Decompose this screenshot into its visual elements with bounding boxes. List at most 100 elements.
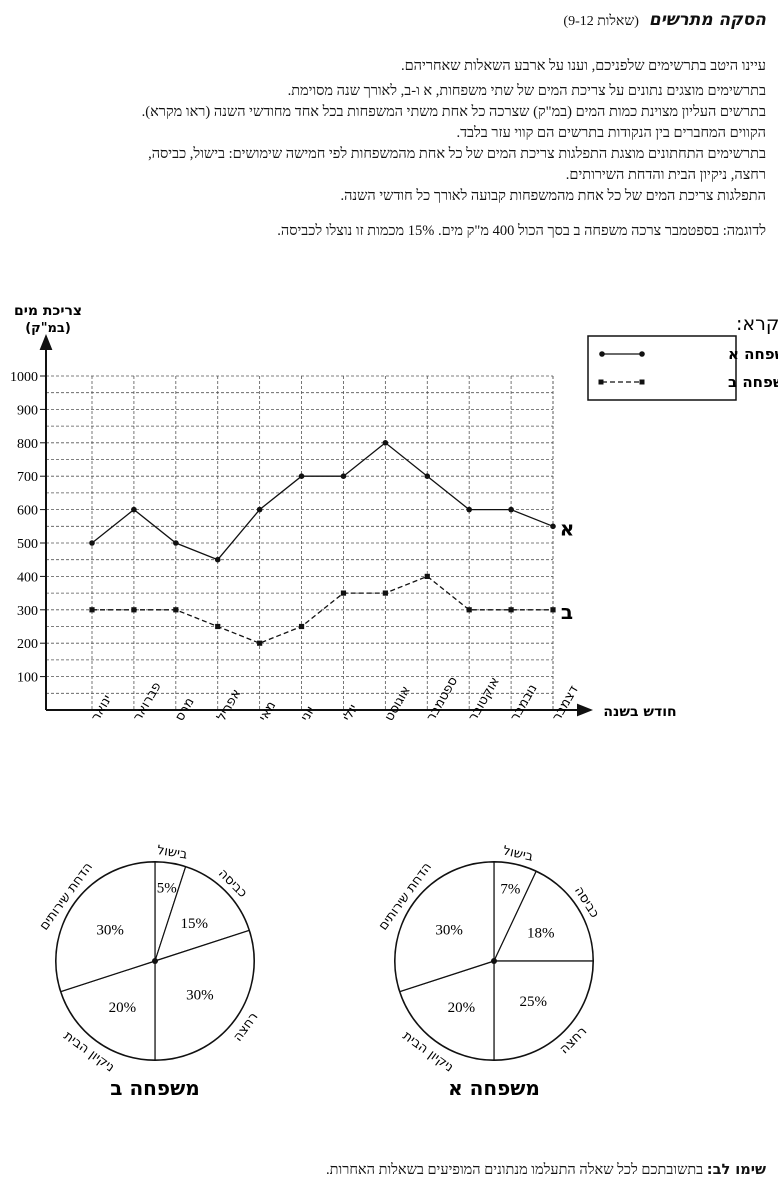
data-point [340, 473, 347, 480]
pie-title: משפחה ב [110, 1076, 199, 1100]
instruction-line: בתרשים העליון מצוינת כמות המים (במ"ק) שצ… [141, 104, 766, 120]
data-point [424, 473, 431, 480]
pie-percent-label: 30% [186, 988, 214, 1004]
pie-percent-label: 5% [157, 881, 177, 897]
y-tick-label: 600 [17, 504, 38, 519]
y-tick-label: 1000 [10, 370, 38, 385]
note-label: שימו לב: [706, 1162, 766, 1178]
data-point [215, 623, 221, 630]
instruction-line: עיינו היטב בתרשימים שלפניכם, וענו על ארב… [401, 58, 766, 74]
series-line [91, 441, 554, 561]
pie-percent-label: 30% [435, 922, 463, 938]
y-tick-label: 300 [17, 604, 38, 619]
pie-slice [493, 870, 594, 962]
data-point [550, 523, 556, 530]
question-range: (שאלות 9-12) [563, 14, 639, 29]
data-point [89, 607, 95, 613]
pie-percent-label: 20% [109, 1000, 137, 1016]
pie-percent-label: 7% [500, 882, 520, 898]
x-axis-label: חודש בשנה [603, 704, 676, 720]
data-point [382, 590, 388, 596]
pie-title: משפחה א [448, 1076, 540, 1100]
section-header: הסקה מתרשים (שאלות 9-12) [12, 10, 766, 30]
y-tick-label: 200 [17, 637, 38, 652]
data-point [424, 573, 430, 579]
legend-box [587, 335, 737, 401]
legend-label: משפחה ב [728, 373, 778, 391]
pie-percent-label: 18% [527, 925, 555, 941]
pie-slice [60, 960, 156, 1061]
data-point [550, 607, 556, 613]
data-point [298, 623, 305, 630]
x-tick-label: ינואר [88, 692, 115, 724]
data-point [340, 590, 347, 596]
y-tick-label: 100 [17, 671, 38, 686]
data-point [131, 506, 137, 513]
y-axis-label: צריכת מים [14, 303, 82, 319]
chart-legend: מקרא: משפחה א משפחה ב [587, 313, 778, 401]
y-tick-label: 500 [17, 537, 38, 552]
legend-title: מקרא: [736, 313, 778, 335]
legend-marker [599, 351, 605, 357]
x-tick-label: אוגוסט [382, 684, 414, 724]
data-point [466, 607, 472, 613]
y-tick-label: 900 [17, 403, 38, 418]
instruction-line: בתרשימים מוצגים נתונים על צריכת המים של … [287, 83, 766, 99]
x-tick-label: ספטמבר [424, 674, 461, 724]
data-point [508, 607, 514, 613]
data-point [508, 506, 514, 513]
pie-slice [154, 929, 255, 1061]
instruction-line: הקווים המחברים בין הנקודות בתרשים הם קוו… [456, 125, 766, 141]
section-title: הסקה מתרשים [648, 10, 766, 30]
x-tick-label: נובמבר [508, 682, 541, 724]
y-tick-label: 800 [17, 437, 38, 452]
pie-slice [399, 960, 495, 1061]
data-point [298, 473, 305, 480]
data-point [173, 607, 179, 613]
x-tick-label: יולי [340, 702, 361, 724]
x-tick-label: אפריל [214, 687, 244, 724]
instruction-line: רחצה, ניקיון הבית והדחת השירותים. [565, 167, 766, 183]
charts-canvas: 100 200 300 400 500 600 700 800 900 1000 צריכת מים… [10, 303, 778, 1100]
pie-percent-label: 20% [448, 1000, 476, 1016]
data-point [256, 506, 263, 513]
series-end-label: ב [561, 600, 573, 624]
legend-label: משפחה א [728, 345, 778, 363]
pie-category-label: בישול [501, 843, 534, 864]
pie-slice [394, 861, 495, 993]
pie-slice [493, 960, 594, 1061]
x-tick-label: דצמבר [549, 683, 581, 724]
data-point [131, 607, 137, 613]
y-tick-label: 700 [17, 470, 38, 485]
pie-percent-label: 15% [180, 916, 208, 932]
instructions: עיינו היטב בתרשימים שלפניכם, וענו על ארב… [12, 56, 766, 242]
instruction-line: התפלגות צריכת המים של כל אחת מהמשפחות קב… [340, 188, 766, 204]
legend-marker [639, 379, 645, 385]
series-line [92, 575, 553, 644]
legend-marker [639, 351, 645, 357]
data-point [382, 440, 389, 446]
x-tick-label: אוקטובר [466, 675, 503, 724]
y-tick-label: 400 [17, 570, 38, 585]
pie-percent-label: 25% [519, 994, 547, 1010]
data-point [466, 506, 472, 513]
pie-center [152, 958, 158, 964]
x-tick-label: יוני [298, 704, 318, 724]
line-chart: 100 200 300 400 500 600 700 800 900 1000 צריכת מים… [10, 303, 677, 724]
example-line: לדוגמה: בספטמבר צרכה משפחה ב בסך הכול 40… [277, 223, 766, 239]
note-text: בתשובתכם לכל שאלה התעלמו מנתונים המופיעי… [326, 1162, 707, 1178]
pie-category-label: בישול [156, 843, 189, 863]
data-point [89, 540, 95, 546]
instruction-line: בתרשימים התחתונים מוצגת התפלגות צריכת המ… [148, 146, 766, 162]
pie-center [491, 958, 497, 964]
data-point [214, 556, 221, 563]
pie-slice [55, 861, 156, 993]
data-point [173, 540, 179, 546]
y-axis-label: (במ"ק) [25, 321, 71, 336]
series-end-label: א [560, 516, 575, 540]
x-tick-label: פברואר [130, 680, 164, 724]
legend-marker [598, 379, 604, 385]
data-point [257, 640, 263, 646]
